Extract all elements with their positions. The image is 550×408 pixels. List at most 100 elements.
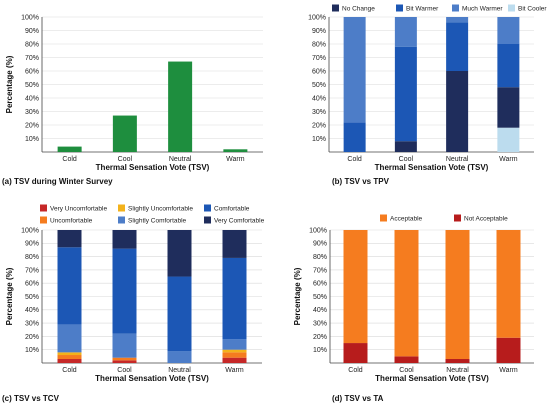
bar-segment-much-warmer: [446, 17, 469, 23]
y-tick-label: 20%: [25, 334, 39, 341]
bar-segment-acceptable: [496, 230, 521, 338]
bar-segment-bit-cooler: [497, 127, 520, 152]
y-tick-label: 90%: [313, 241, 327, 248]
panel-caption: (a) TSV during Winter Survey: [2, 177, 113, 186]
y-tick-label: 10%: [25, 136, 39, 143]
x-axis-label: Thermal Sensation Vote (TSV): [375, 374, 489, 383]
bar: [112, 115, 137, 152]
bar-segment-not-acceptable: [394, 356, 419, 363]
bar-segment-not-acceptable: [445, 359, 470, 363]
y-tick-label: 50%: [312, 82, 326, 89]
x-tick-label: Cold: [347, 156, 362, 163]
y-tick-label: 40%: [313, 307, 327, 314]
legend-swatch: [40, 216, 47, 224]
x-tick-label: Warm: [226, 156, 245, 163]
bar-segment-much-warmer: [497, 17, 520, 44]
bar-segment-bit-warmer: [343, 122, 366, 152]
y-tick-label: 70%: [25, 55, 39, 62]
bar-segment-acceptable: [343, 230, 368, 344]
legend-swatch: [118, 216, 125, 224]
bar-segment-comfortable: [167, 276, 192, 352]
y-tick-label: 90%: [312, 28, 326, 35]
bar-segment-bit-warmer: [497, 44, 520, 88]
bar-segment-very-comfortable: [167, 230, 192, 277]
y-tick-label: 50%: [25, 82, 39, 89]
x-tick-label: Warm: [225, 367, 244, 374]
bar-segment-slightly-comfortable: [112, 333, 137, 358]
y-tick-label: 100%: [309, 227, 327, 234]
y-tick-label: 30%: [312, 109, 326, 116]
legend-swatch: [454, 214, 461, 222]
x-tick-label: Cool: [118, 156, 133, 163]
bar-segment-slightly-uncomfortable: [57, 352, 82, 356]
bar-segment-very-comfortable: [222, 230, 247, 258]
legend-label: Bit Warmer: [406, 6, 439, 13]
legend-swatch: [380, 214, 387, 222]
bar-segment-acceptable: [445, 230, 470, 360]
panel-tsv-vs-ta: 10% 20% 30% 40% 50% 60% 70% 80% 90% 100% Cold Cool N…: [293, 214, 534, 403]
y-tick-label: 100%: [21, 14, 39, 21]
legend-label: Slightly Uncomfortable: [128, 206, 193, 213]
x-tick-label: Neutral: [446, 156, 469, 163]
y-tick-label: 40%: [312, 95, 326, 102]
x-tick-label: Cold: [62, 156, 77, 163]
legend-label: Very Uncomfortable: [50, 206, 107, 213]
y-tick-label: 10%: [313, 347, 327, 354]
y-axis-label: Percentage (%): [5, 55, 14, 113]
x-axis-label: Thermal Sensation Vote (TSV): [95, 374, 209, 383]
bar-segment-comfortable: [57, 247, 82, 325]
legend-swatch: [204, 204, 211, 212]
legend-label: Acceptable: [390, 216, 423, 223]
bar-segment-slightly-uncomfortable: [222, 349, 247, 353]
bar-segment-much-warmer: [343, 17, 366, 123]
x-tick-label: Warm: [499, 156, 518, 163]
x-tick-label: Neutral: [168, 367, 191, 374]
y-tick-label: 20%: [313, 334, 327, 341]
x-tick-label: Neutral: [169, 156, 192, 163]
bar-segment-comfortable: [222, 257, 247, 340]
legend-label: Uncomfortable: [50, 218, 93, 225]
x-tick-label: Cool: [399, 156, 414, 163]
legend-label: Slightly Comfortable: [128, 218, 187, 225]
y-tick-label: 40%: [25, 307, 39, 314]
y-tick-label: 100%: [21, 227, 39, 234]
y-tick-label: 90%: [25, 241, 39, 248]
bar-segment-very-uncomfortable: [57, 359, 82, 363]
y-tick-label: 50%: [25, 294, 39, 301]
y-tick-label: 30%: [25, 321, 39, 328]
bar-segment-much-warmer: [394, 17, 417, 47]
bar-segment-uncomfortable: [57, 355, 82, 360]
bar-segment-uncomfortable: [222, 352, 247, 358]
legend-swatch: [118, 204, 125, 212]
bar-segment-bit-warmer: [394, 46, 417, 142]
panel-tsv-vs-tcv: 10% 20% 30% 40% 50% 60% 70% 80% 90% 100% Cold Cool N…: [2, 204, 265, 403]
legend-swatch: [452, 4, 459, 12]
bar-segment-no-change: [446, 71, 469, 152]
x-tick-label: Cold: [62, 367, 77, 374]
legend-label: Not Acceptable: [464, 216, 508, 223]
y-tick-label: 30%: [313, 321, 327, 328]
bar-segment-bit-warmer: [446, 22, 469, 71]
bar-segment-slightly-comfortable: [57, 324, 82, 353]
bar-segment-slightly-comfortable: [222, 339, 247, 350]
panel-caption: (c) TSV vs TCV: [2, 394, 60, 403]
bar-segment-very-uncomfortable: [222, 357, 247, 363]
legend-swatch: [40, 204, 47, 212]
y-tick-label: 10%: [25, 347, 39, 354]
y-tick-label: 100%: [308, 14, 326, 21]
panel-caption: (b) TSV vs TPV: [332, 177, 390, 186]
y-tick-label: 20%: [25, 122, 39, 129]
bar-segment-comfortable: [112, 248, 137, 334]
y-tick-label: 60%: [312, 68, 326, 75]
panel-tsv-winter: 10% 20% 30% 40% 50% 60% 70% 80% 90% 100% Cold Cool N…: [2, 14, 263, 186]
x-tick-label: Cool: [399, 367, 414, 374]
bar-segment-not-acceptable: [343, 343, 368, 363]
bar-segment-acceptable: [394, 230, 419, 357]
y-axis-label: Percentage (%): [5, 267, 14, 325]
y-tick-label: 60%: [25, 68, 39, 75]
legend-swatch: [508, 4, 515, 12]
legend-swatch: [204, 216, 211, 224]
y-tick-label: 30%: [25, 109, 39, 116]
y-axis-label: Percentage (%): [293, 267, 302, 325]
x-tick-label: Warm: [499, 367, 518, 374]
